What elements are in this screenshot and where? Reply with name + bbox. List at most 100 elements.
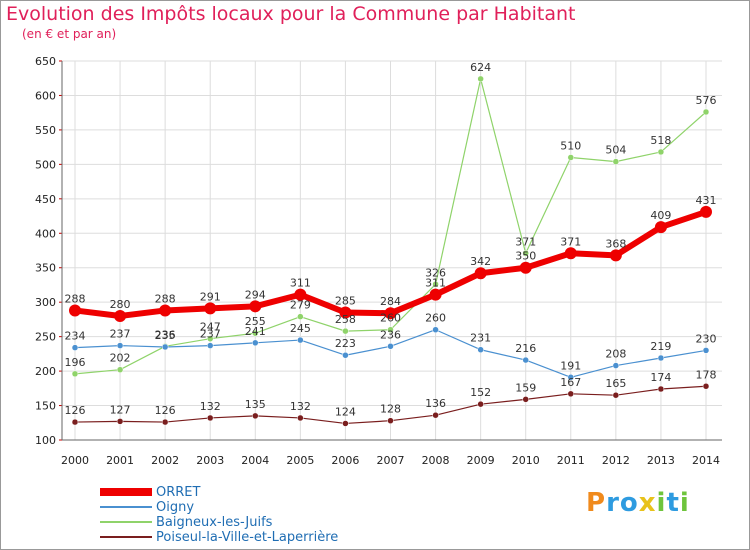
data-point: [522, 356, 529, 364]
data-point: [519, 261, 532, 274]
legend-item: Baigneux-les-Juifs: [100, 515, 400, 530]
y-tick-label: 450: [35, 193, 56, 206]
data-point: [206, 342, 214, 349]
data-label: 236: [380, 328, 401, 341]
data-point: [161, 418, 169, 426]
data-label: 504: [605, 144, 626, 157]
data-point: [657, 354, 665, 362]
data-point: [297, 313, 304, 320]
data-label: 167: [560, 376, 581, 389]
data-point: [612, 158, 620, 165]
legend-item: Poiseul-la-Ville-et-Laperrière: [100, 530, 400, 545]
logo-letter: i: [656, 488, 667, 518]
data-label: 518: [650, 134, 671, 147]
data-label: 235: [155, 329, 176, 342]
data-label: 247: [200, 321, 221, 334]
data-label: 241: [245, 325, 266, 338]
x-tick-label: 2008: [422, 454, 450, 467]
y-tick-label: 250: [35, 331, 56, 344]
x-tick-label: 2010: [512, 454, 540, 467]
legend-label: Oigny: [156, 500, 195, 515]
data-label: 311: [290, 277, 311, 290]
y-tick-label: 600: [35, 89, 56, 102]
data-label: 174: [650, 371, 671, 384]
data-label: 285: [335, 295, 356, 308]
logo-letter: i: [679, 488, 690, 518]
data-point: [116, 342, 124, 349]
y-tick-label: 550: [35, 124, 56, 137]
data-label: 371: [515, 235, 536, 248]
data-point: [432, 326, 439, 333]
data-point: [161, 343, 169, 351]
data-point: [474, 267, 487, 280]
x-tick-label: 2005: [286, 454, 314, 467]
x-tick-label: 2014: [692, 454, 720, 467]
data-label: 208: [605, 348, 626, 361]
data-label: 260: [425, 312, 446, 325]
legend-swatch: [100, 506, 152, 508]
data-point: [297, 414, 304, 422]
data-label: 342: [470, 255, 491, 268]
x-tick-label: 2003: [196, 454, 224, 467]
data-point: [387, 417, 394, 424]
legend-swatch: [100, 521, 152, 523]
legend-item: Oigny: [100, 500, 400, 515]
data-point: [657, 385, 665, 393]
y-tick-label: 400: [35, 227, 56, 240]
plot-area: [62, 61, 722, 440]
data-label: 196: [65, 356, 86, 369]
y-tick-label: 500: [35, 158, 56, 171]
data-point: [657, 148, 665, 156]
data-label: 178: [696, 368, 717, 381]
x-tick-label: 2006: [331, 454, 359, 467]
data-label: 236: [155, 328, 176, 341]
x-tick-label: 2007: [377, 454, 405, 467]
data-point: [342, 351, 349, 359]
data-point: [204, 302, 217, 315]
data-point: [339, 306, 352, 319]
chart-title: Evolution des Impôts locaux pour la Comm…: [6, 3, 576, 25]
data-point: [609, 249, 622, 262]
data-point: [387, 343, 394, 350]
data-point: [654, 221, 667, 234]
data-label: 202: [110, 352, 131, 365]
data-point: [252, 339, 259, 347]
data-point: [567, 154, 575, 161]
data-label: 191: [560, 359, 581, 372]
data-point: [206, 414, 214, 422]
data-label: 219: [650, 340, 671, 353]
data-point: [477, 75, 484, 83]
x-tick-label: 2001: [106, 454, 134, 467]
data-point: [71, 344, 79, 351]
data-label: 127: [110, 403, 131, 416]
data-point: [114, 309, 127, 322]
legend-swatch: [100, 488, 152, 496]
data-label: 128: [380, 403, 401, 416]
data-point: [567, 374, 575, 381]
data-label: 624: [470, 61, 491, 74]
legend-label: Poiseul-la-Ville-et-Laperrière: [156, 530, 339, 545]
data-label: 223: [335, 337, 356, 350]
data-label: 126: [155, 404, 176, 417]
x-tick-label: 2002: [151, 454, 179, 467]
y-tick-label: 100: [35, 434, 56, 447]
data-label: 371: [560, 235, 581, 248]
x-tick-label: 2004: [241, 454, 269, 467]
data-label: 350: [515, 250, 536, 263]
data-label: 576: [696, 94, 717, 107]
x-tick-label: 2011: [557, 454, 585, 467]
data-point: [249, 300, 262, 313]
data-point: [522, 396, 529, 403]
data-label: 255: [245, 315, 266, 328]
data-point: [294, 288, 307, 301]
y-tick-label: 350: [35, 262, 56, 275]
data-label: 237: [200, 328, 221, 341]
data-label: 291: [200, 290, 221, 303]
legend: ORRET Oigny Baigneux-les-Juifs Poiseul-la-V…: [100, 485, 400, 545]
data-label: 165: [605, 377, 626, 390]
data-label: 326: [425, 266, 446, 279]
data-label: 311: [425, 277, 446, 290]
data-point: [429, 288, 442, 301]
data-label: 245: [290, 322, 311, 335]
data-point: [432, 411, 439, 419]
